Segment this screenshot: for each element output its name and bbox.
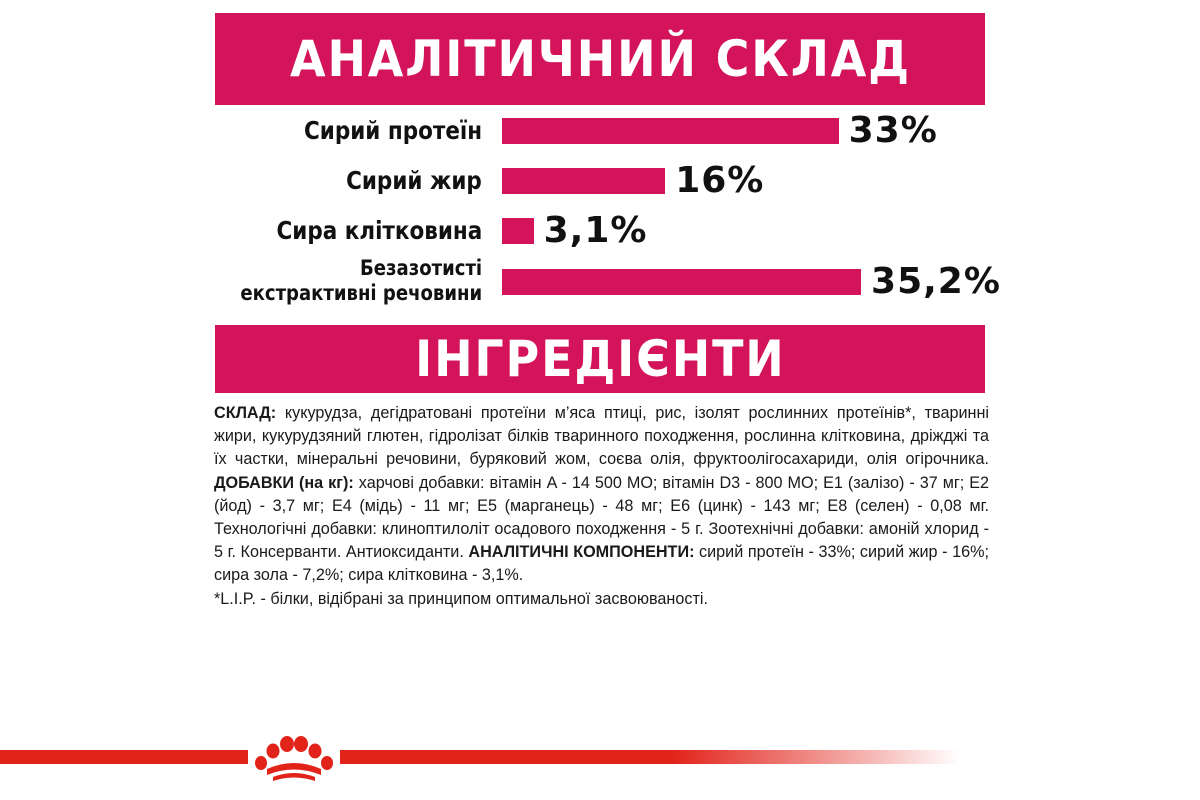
- row-bar: [502, 269, 862, 295]
- row-bar: [502, 218, 534, 244]
- royal-canin-crown-icon: [248, 728, 340, 786]
- row-label-line1: Безазотисті: [359, 256, 482, 280]
- additives-heading: ДОБАВКИ (на кг):: [214, 473, 354, 492]
- row-value: 3,1%: [543, 209, 648, 251]
- analysis-banner: АНАЛІТИЧНИЙ СКЛАД: [215, 13, 985, 105]
- ingredients-title: ІНГРЕДІЄНТИ: [414, 330, 786, 388]
- analysis-row-nfe: Безазотисті екстрактивні речовини 35,2%: [0, 256, 1200, 306]
- analysis-row-fat: Сирий жир 16%: [0, 155, 1200, 205]
- analysis-row-fiber: Сира клітковина 3,1%: [0, 205, 1200, 255]
- composition-heading: СКЛАД:: [214, 404, 277, 422]
- row-label: Сирий протеїн: [303, 115, 482, 145]
- footnote: *L.I.P. - білки, відібрані за принципом …: [214, 589, 708, 608]
- analysis-title: АНАЛІТИЧНИЙ СКЛАД: [289, 30, 911, 88]
- analysis-row-protein: Сирий протеїн 33%: [0, 105, 1200, 155]
- row-label-line2: екстрактивні речовини: [240, 281, 482, 305]
- row-value: 16%: [675, 159, 765, 201]
- composition-text: кукурудза, дегідратовані протеїни м’яса …: [214, 404, 989, 469]
- row-bar: [502, 168, 666, 194]
- footer-line: [0, 750, 960, 764]
- additives-text: харчові добавки: вітамін A - 14 500 МО; …: [214, 473, 990, 562]
- ingredients-banner: ІНГРЕДІЄНТИ: [215, 325, 985, 393]
- row-value: 35,2%: [871, 260, 1001, 302]
- ingredients-text: СКЛАД: кукурудза, дегідратовані протеїни…: [214, 402, 989, 611]
- row-label: Сирий жир: [346, 165, 482, 195]
- row-label: Безазотисті екстрактивні речовини: [240, 256, 482, 306]
- row-bar: [502, 118, 839, 144]
- row-label: Сира клітковина: [276, 215, 482, 245]
- row-value: 33%: [848, 109, 938, 151]
- components-heading: АНАЛІТИЧНІ КОМПОНЕНТИ:: [468, 543, 695, 562]
- components-text: сирий протеїн - 33%; сирий жир - 16%; си…: [214, 543, 989, 585]
